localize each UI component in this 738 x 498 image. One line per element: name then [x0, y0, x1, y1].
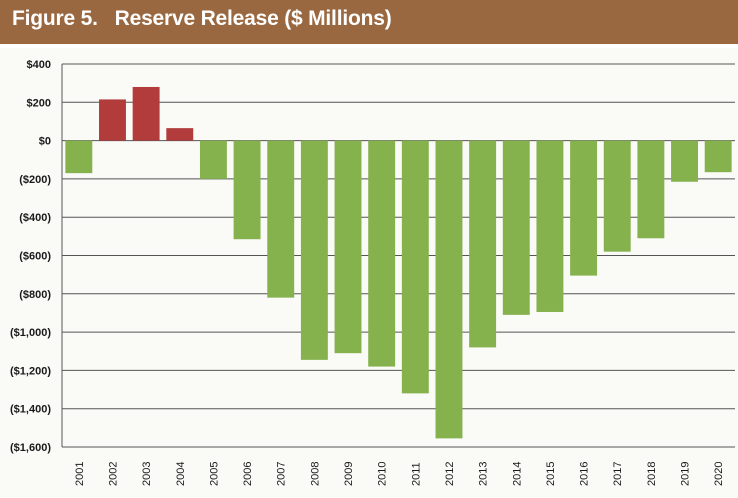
x-tick-label: 2018 — [646, 462, 658, 486]
figure-label: Figure 5. — [12, 7, 98, 30]
x-tick-label: 2007 — [276, 462, 288, 486]
figure-title: Figure 5. Reserve Release ($ Millions) — [12, 7, 392, 31]
bar — [267, 140, 295, 298]
x-tick-label: 2019 — [680, 462, 692, 486]
figure-header: Figure 5. Reserve Release ($ Millions) — [0, 0, 738, 44]
x-tick-label: 2004 — [175, 462, 187, 486]
y-tick-label: ($1,200) — [10, 365, 51, 377]
bar — [435, 140, 463, 439]
x-tick-label: 2008 — [309, 462, 321, 486]
bar — [65, 140, 93, 174]
bar — [334, 140, 362, 354]
x-tick-label: 2001 — [74, 462, 86, 486]
x-tick-label: 2015 — [545, 462, 557, 486]
bar — [401, 140, 429, 394]
x-tick-label: 2016 — [579, 462, 591, 486]
x-tick-label: 2012 — [444, 462, 456, 486]
bar — [536, 140, 564, 312]
y-tick-label: $400 — [27, 59, 51, 71]
bar — [300, 140, 328, 360]
x-tick-label: 2003 — [141, 462, 153, 486]
y-tick-label: ($400) — [19, 212, 51, 224]
bar — [368, 140, 396, 367]
bar — [469, 140, 497, 348]
bar — [502, 140, 530, 315]
y-tick-label: $200 — [27, 97, 51, 109]
y-tick-label: ($200) — [19, 174, 51, 186]
bar — [132, 86, 160, 141]
x-tick-label: 2006 — [242, 462, 254, 486]
bar — [704, 140, 732, 173]
bar — [233, 140, 261, 240]
y-tick-label: ($1,000) — [10, 327, 51, 339]
x-tick-label: 2017 — [612, 462, 624, 486]
x-tick-label: 2005 — [208, 462, 220, 486]
y-tick-label: ($1,400) — [10, 404, 51, 416]
bar — [199, 140, 227, 179]
x-tick-label: 2020 — [713, 462, 725, 486]
bar — [166, 128, 194, 141]
y-tick-label: ($600) — [19, 251, 51, 263]
bar — [99, 99, 126, 141]
figure-title-text: Reserve Release ($ Millions) — [114, 7, 392, 30]
y-tick-label: ($800) — [19, 289, 51, 301]
bar — [570, 140, 598, 276]
bar — [637, 140, 665, 239]
x-tick-label: 2011 — [410, 462, 422, 486]
x-tick-label: 2013 — [478, 462, 490, 486]
bar — [671, 140, 698, 182]
x-tick-label: 2014 — [511, 462, 523, 486]
x-tick-label: 2002 — [107, 462, 119, 486]
x-tick-label: 2009 — [343, 462, 355, 486]
bar — [603, 140, 631, 252]
x-tick-label: 2010 — [377, 462, 389, 486]
y-tick-label: $0 — [39, 136, 51, 148]
y-tick-label: ($1,600) — [10, 442, 51, 454]
